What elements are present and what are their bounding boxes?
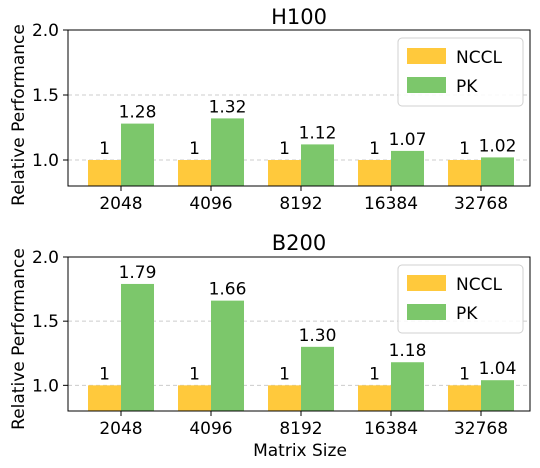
bar-pk bbox=[301, 144, 334, 186]
bar-nccl bbox=[88, 160, 121, 186]
y-axis-label-top: Relative Performance bbox=[9, 24, 29, 206]
data-label: 1 bbox=[279, 364, 290, 384]
legend-label-pk: PK bbox=[456, 304, 478, 324]
data-label: 1 bbox=[369, 364, 380, 384]
x-tick-label: 2048 bbox=[99, 419, 142, 439]
data-label: 1 bbox=[459, 139, 470, 159]
chart-title: B200 bbox=[272, 231, 327, 255]
bar-pk bbox=[211, 301, 244, 411]
bar-pk bbox=[481, 157, 514, 186]
legend-label-nccl: NCCL bbox=[456, 275, 502, 295]
bar-pk bbox=[391, 362, 424, 411]
legend-swatch-nccl bbox=[407, 48, 446, 64]
legend-swatch-nccl bbox=[407, 275, 446, 291]
chart-b200: B200 1.0 1.5 2.0 1 1.79 2048 1 1.66 4096 1 1.30 8192… bbox=[32, 231, 530, 439]
data-label: 1.18 bbox=[389, 341, 427, 361]
data-label: 1.28 bbox=[119, 103, 157, 123]
x-tick-label: 4096 bbox=[189, 194, 232, 214]
data-label: 1 bbox=[99, 139, 110, 159]
bar-nccl bbox=[358, 160, 391, 186]
y-tick-label: 1.0 bbox=[32, 376, 59, 396]
bar-pk bbox=[121, 284, 154, 411]
x-axis-label: Matrix Size bbox=[253, 441, 347, 461]
y-axis-label-bottom: Relative Performance bbox=[9, 248, 29, 430]
x-tick-label: 16384 bbox=[364, 419, 418, 439]
bar-nccl bbox=[448, 385, 481, 411]
data-label: 1.02 bbox=[479, 136, 517, 156]
y-tick-label: 1.0 bbox=[32, 151, 59, 171]
bar-nccl bbox=[178, 385, 211, 411]
bar-pk bbox=[121, 124, 154, 186]
y-tick-label: 2.0 bbox=[32, 21, 59, 41]
bar-nccl bbox=[88, 385, 121, 411]
y-tick-label: 2.0 bbox=[32, 248, 59, 268]
data-label: 1 bbox=[189, 364, 200, 384]
chart-title: H100 bbox=[271, 5, 327, 29]
data-label: 1.30 bbox=[299, 326, 337, 346]
bar-nccl bbox=[268, 160, 301, 186]
y-tick-label: 1.5 bbox=[32, 312, 59, 332]
x-tick-label: 32768 bbox=[454, 419, 508, 439]
bar-nccl bbox=[448, 160, 481, 186]
x-tick-label: 16384 bbox=[364, 194, 418, 214]
bar-pk bbox=[211, 118, 244, 186]
data-label: 1 bbox=[459, 364, 470, 384]
legend-label-nccl: NCCL bbox=[456, 48, 502, 68]
bar-pk bbox=[391, 151, 424, 186]
bar-nccl bbox=[268, 385, 301, 411]
data-label: 1 bbox=[189, 139, 200, 159]
x-tick-label: 8192 bbox=[279, 419, 322, 439]
data-label: 1 bbox=[369, 139, 380, 159]
data-label: 1.04 bbox=[479, 359, 517, 379]
bar-nccl bbox=[358, 385, 391, 411]
x-tick-label: 8192 bbox=[279, 194, 322, 214]
x-tick-label: 4096 bbox=[189, 419, 232, 439]
bar-nccl bbox=[178, 160, 211, 186]
legend-swatch-pk bbox=[407, 304, 446, 320]
legend-label-pk: PK bbox=[456, 77, 478, 97]
y-tick-label: 1.5 bbox=[32, 86, 59, 106]
legend-swatch-pk bbox=[407, 77, 446, 93]
bar-pk bbox=[301, 347, 334, 411]
data-label: 1.66 bbox=[209, 280, 247, 300]
x-tick-label: 2048 bbox=[99, 194, 142, 214]
data-label: 1.32 bbox=[209, 97, 247, 117]
data-label: 1.79 bbox=[119, 263, 157, 283]
x-tick-label: 32768 bbox=[454, 194, 508, 214]
data-label: 1 bbox=[99, 364, 110, 384]
data-label: 1.12 bbox=[299, 123, 337, 143]
data-label: 1.07 bbox=[389, 130, 427, 150]
chart-h100: H100 1.0 1.5 2.0 1 1.28 2048 1 1.32 4096 1 1.12 8192… bbox=[32, 5, 530, 214]
bar-pk bbox=[481, 380, 514, 411]
data-label: 1 bbox=[279, 139, 290, 159]
